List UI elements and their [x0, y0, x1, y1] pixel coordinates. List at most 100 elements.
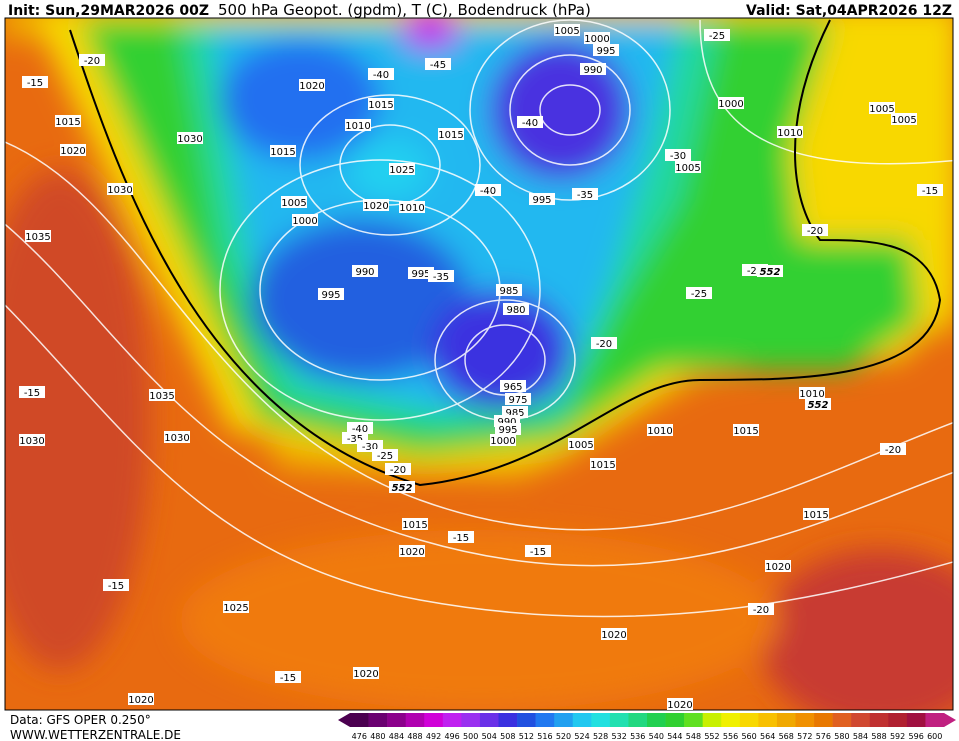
pressure-label-bg	[568, 438, 594, 450]
pressure-label-bg	[891, 113, 917, 125]
colorbar-cell	[925, 713, 945, 727]
website: WWW.WETTERZENTRALE.DE	[10, 728, 181, 741]
colorbar-cell	[498, 713, 518, 727]
colorbar-cell	[832, 713, 852, 727]
colorbar-label: 528	[593, 732, 608, 741]
colorbar-cell	[906, 713, 926, 727]
colorbar-label: 480	[370, 732, 385, 741]
temperature-label: -15	[108, 581, 124, 592]
colorbar-cell	[572, 713, 592, 727]
colorbar-label: 592	[890, 732, 905, 741]
colorbar-label: 524	[574, 732, 589, 741]
pressure-label-bg	[363, 199, 389, 211]
pressure-label: 965	[503, 382, 522, 393]
pressure-label: 1020	[765, 562, 790, 573]
colorbar-label: 492	[426, 732, 441, 741]
pressure-label-bg	[149, 389, 175, 401]
pressure-label: 985	[505, 408, 524, 419]
pressure-label: 1005	[891, 115, 916, 126]
colorbar-label: 548	[686, 732, 701, 741]
pressure-label-bg	[554, 24, 580, 36]
pressure-label-bg	[580, 63, 606, 75]
temperature-label-bg	[525, 545, 551, 557]
temperature-label: -20	[84, 56, 100, 67]
pressure-label-bg	[299, 79, 325, 91]
temperature-label-bg	[517, 116, 543, 128]
geopotential-label-bg	[805, 398, 831, 410]
colorbar-cell	[405, 713, 425, 727]
colorbar-label: 596	[909, 732, 924, 741]
temperature-label-bg	[704, 29, 730, 41]
colorbar-cell	[758, 713, 778, 727]
pressure-label-bg	[438, 128, 464, 140]
map-title: 500 hPa Geopot. (gpdm), T (C), Bodendruc…	[218, 1, 591, 19]
pressure-label: 1000	[718, 99, 743, 110]
pressure-label: 1020	[128, 695, 153, 706]
temperature-label: -20	[807, 226, 823, 237]
colorbar-cell	[442, 713, 462, 727]
colorbar-label: 536	[630, 732, 645, 741]
colorbar-label: 568	[779, 732, 794, 741]
temperature-label: -40	[352, 424, 368, 435]
pressure-label: 1010	[345, 121, 370, 132]
geopotential-label: 552	[392, 483, 413, 494]
pressure-label-bg	[292, 214, 318, 226]
pressure-label-bg	[352, 265, 378, 277]
pressure-label-bg	[399, 545, 425, 557]
pressure-label: 980	[506, 305, 525, 316]
temperature-label: -20	[596, 339, 612, 350]
temperature-label-bg	[591, 337, 617, 349]
colorbar-cell	[517, 713, 536, 727]
temperature-label-bg	[686, 287, 712, 299]
pressure-label-bg	[529, 193, 555, 205]
colorbar-cell	[424, 713, 444, 727]
pressure-label: 1015	[55, 117, 80, 128]
pressure-label: 995	[321, 290, 340, 301]
pressure-label: 1000	[584, 34, 609, 45]
colorbar-cell	[702, 713, 722, 727]
pressure-label: 1010	[399, 203, 424, 214]
pressure-label-bg	[869, 102, 895, 114]
temperature-label: -15	[922, 186, 938, 197]
colorbar-label: 556	[723, 732, 738, 741]
colorbar-label: 512	[519, 732, 534, 741]
pressure-label-bg	[495, 423, 521, 435]
pressure-label: 995	[532, 195, 551, 206]
pressure-label-bg	[128, 693, 154, 705]
temperature-label-bg	[802, 224, 828, 236]
temperature-label: -30	[670, 151, 686, 162]
pressure-label: 1035	[149, 391, 174, 402]
colorbar-label: 588	[871, 732, 886, 741]
temperature-label: -35	[433, 272, 449, 283]
temperature-label-bg	[880, 443, 906, 455]
temperature-label-bg	[79, 54, 105, 66]
pressure-label-bg	[799, 387, 825, 399]
colorbar-arrow-left	[338, 713, 350, 727]
colorbar-cell	[387, 713, 406, 727]
pressure-label-bg	[503, 303, 529, 315]
pressure-label-bg	[593, 44, 619, 56]
temperature-label: -15	[453, 533, 469, 544]
colorbar-cell	[479, 713, 499, 727]
init-time: Init: Sun,29MAR2026 00Z	[8, 3, 209, 19]
colorbar-cell	[869, 713, 889, 727]
temperature-label: -15	[280, 673, 296, 684]
pressure-label-bg	[500, 380, 526, 392]
temperature-label-bg	[347, 422, 373, 434]
colorbar-label: 532	[612, 732, 627, 741]
geopotential-label: 552	[760, 267, 781, 278]
pressure-label-bg	[777, 126, 803, 138]
pressure-label: 1030	[19, 436, 44, 447]
pressure-label: 1020	[363, 201, 388, 212]
pressure-label-bg	[318, 288, 344, 300]
pressure-label-bg	[803, 508, 829, 520]
colorbar-cell	[461, 713, 481, 727]
pressure-label: 1005	[281, 198, 306, 209]
pressure-label: 1020	[60, 146, 85, 157]
pressure-label-bg	[353, 667, 379, 679]
temperature-label: -45	[430, 60, 446, 71]
pressure-label: 1010	[647, 426, 672, 437]
pressure-label: 1015	[270, 147, 295, 158]
colorbar-label: 520	[556, 732, 571, 741]
pressure-label-bg	[647, 424, 673, 436]
